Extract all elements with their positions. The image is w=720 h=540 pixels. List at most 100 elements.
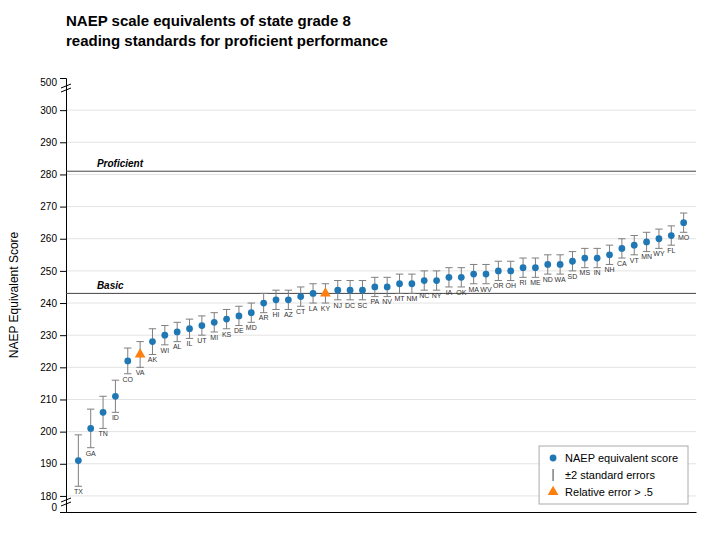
y-tick: 280 (40, 169, 66, 180)
axis-break-mark (61, 502, 71, 506)
point (87, 425, 94, 432)
point (371, 284, 378, 291)
point (643, 239, 650, 246)
y-tick-mark (60, 174, 66, 175)
error-bar (495, 261, 502, 280)
error-bar (396, 274, 403, 293)
category-label: CT (296, 308, 306, 315)
y-tick: 220 (40, 362, 66, 373)
category-label: MD (246, 324, 257, 331)
error-bar (668, 226, 675, 245)
y-tick-mark (60, 496, 66, 497)
grid-line (66, 206, 696, 207)
grid-line (66, 110, 696, 111)
marks (66, 171, 696, 486)
error-bar (186, 319, 193, 338)
y-axis: 180190200210220230240250260270280290300 (40, 79, 66, 513)
category-label: MS (580, 269, 591, 276)
error-bar (248, 303, 255, 322)
y-tick-mark (60, 271, 66, 272)
y-tick: 270 (40, 201, 66, 212)
error-bar (173, 322, 180, 341)
y-tick-label: 260 (40, 233, 57, 244)
reference-line (66, 171, 696, 172)
category-label: MA (468, 286, 479, 293)
legend-box (539, 446, 688, 504)
y-tick: 260 (40, 233, 66, 244)
error-bar (99, 396, 106, 428)
point (470, 271, 477, 278)
error-bar (297, 287, 304, 306)
error-bar (87, 409, 94, 448)
y-tick-label: 240 (40, 298, 57, 309)
point (149, 338, 156, 345)
error-bar (371, 277, 378, 296)
category-label: KS (222, 331, 232, 338)
point (446, 274, 453, 281)
grid-line (66, 399, 696, 400)
category-label: MI (210, 334, 218, 341)
plot: 1801902002102202302402502602702802903000… (40, 77, 696, 513)
grid-line (66, 335, 696, 336)
point (174, 329, 181, 336)
axis-break-mark (61, 88, 71, 92)
point (320, 287, 331, 296)
error-bar (334, 281, 341, 300)
chart: NAEP scale equivalents of state grade 8r… (0, 0, 720, 540)
error-bar (631, 236, 638, 255)
title: NAEP scale equivalents of state grade 8 (66, 12, 351, 29)
category-label: HI (273, 311, 280, 318)
category-label: NM (406, 295, 417, 302)
category-label: RI (520, 279, 527, 286)
y-tick: 200 (40, 426, 66, 437)
y-tick-mark (60, 399, 66, 400)
grid-line (66, 142, 696, 143)
point (680, 219, 687, 226)
y-tick: 250 (40, 266, 66, 277)
point (421, 277, 428, 284)
category-label: PA (370, 298, 379, 305)
point (532, 264, 539, 271)
y-tick-label: 220 (40, 362, 57, 373)
category-label: CA (617, 260, 627, 267)
category-label: NV (382, 298, 392, 305)
point (112, 393, 119, 400)
y-tick-label: 290 (40, 137, 57, 148)
error-bar (285, 290, 292, 309)
point (198, 322, 205, 329)
error-bar (161, 326, 168, 345)
category-label: GA (86, 450, 96, 457)
point (310, 290, 317, 297)
error-bar (359, 281, 366, 300)
y-tick-label: 300 (40, 105, 57, 116)
y-tick-label: 230 (40, 330, 57, 341)
y-tick: 290 (40, 137, 66, 148)
category-label: TN (98, 430, 107, 437)
grid-line (66, 270, 696, 271)
error-bar (482, 264, 489, 283)
category-label: VA (136, 369, 145, 376)
category-label: AL (173, 343, 182, 350)
error-bar (593, 248, 600, 267)
category-label: NJ (333, 302, 342, 309)
point (124, 358, 131, 365)
point (273, 296, 280, 303)
point (347, 287, 354, 294)
error-bar (211, 313, 218, 332)
error-bar (260, 293, 267, 312)
point (668, 232, 675, 239)
error-bar (346, 281, 353, 300)
y-tick-label: 250 (40, 266, 57, 277)
point (75, 457, 82, 464)
error-bar (470, 264, 477, 283)
error-bar (124, 348, 131, 374)
category-label: TX (74, 488, 83, 495)
error-bar (581, 248, 588, 267)
reference-line (66, 293, 696, 294)
y-tick: 190 (40, 458, 66, 469)
legend-symbol (552, 469, 554, 481)
category-label: ID (112, 414, 119, 421)
point (594, 255, 601, 262)
category-label: SC (358, 302, 368, 309)
category-label: WA (555, 276, 566, 283)
